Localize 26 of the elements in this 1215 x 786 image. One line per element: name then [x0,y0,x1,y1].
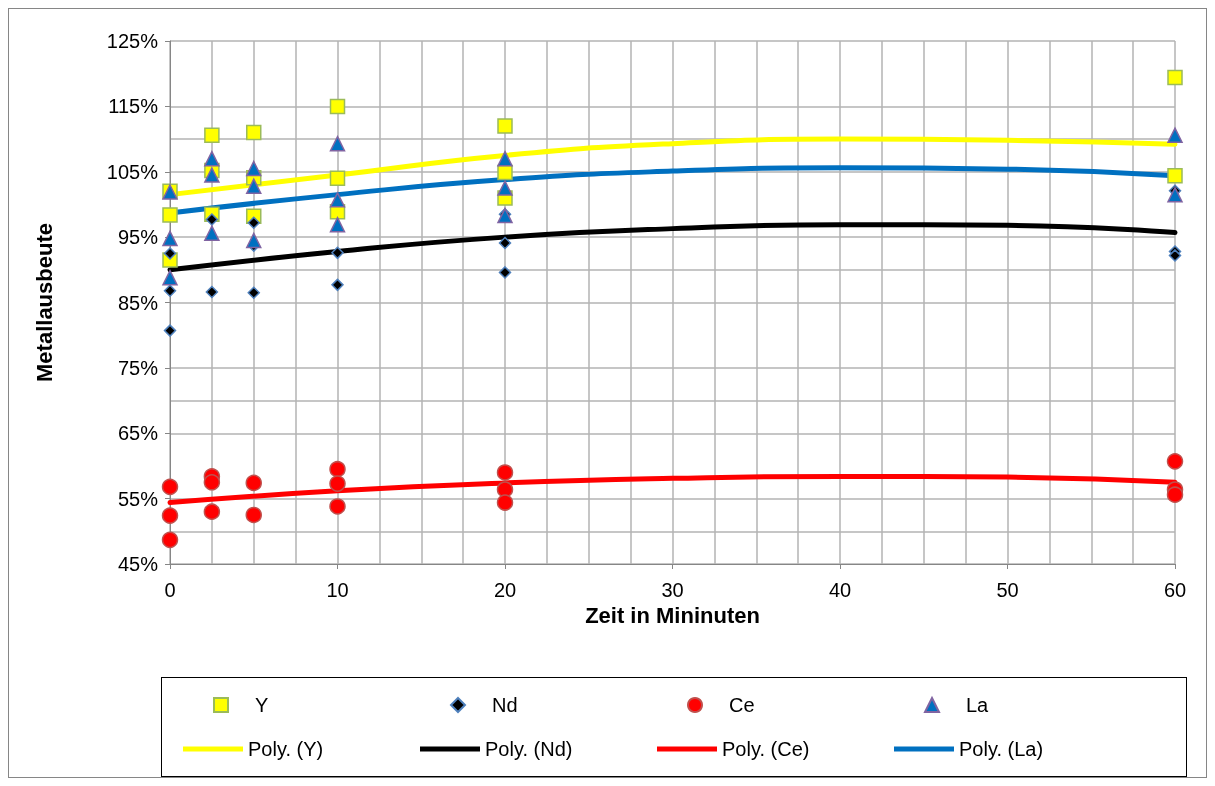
legend-label: Poly. (La) [959,738,1044,760]
legend-label: Nd [492,694,518,716]
legend-label: Poly. (Ce) [722,738,810,760]
legend-label: Y [255,694,269,716]
x-tick-label: 60 [1163,579,1187,601]
x-axis-title: Zeit in Mininuten [585,603,760,629]
x-tick-label: 50 [996,579,1019,601]
legend-label: Ce [729,694,755,716]
legend-label: Poly. (Y) [248,738,324,760]
y-tick-label: 115% [108,95,159,118]
x-tick-label: 20 [493,579,517,601]
legend-label: La [966,694,990,716]
y-tick-label: 85% [117,291,159,314]
y-tick-label: 75% [117,356,159,379]
y-tick-label: 45% [117,553,159,575]
x-tick-label: 0 [164,579,176,601]
y-tick-label: 55% [117,487,159,510]
x-tick-label: 40 [828,579,852,601]
y-tick-label: 95% [117,226,159,249]
legend-label: Poly. (Nd) [485,738,573,760]
y-axis-title: Metallausbeute [31,223,57,382]
y-tick-label: 125% [106,30,159,52]
x-tick-label: 10 [326,579,349,601]
y-tick-label: 105% [106,160,159,183]
x-tick-label: 30 [661,579,684,601]
y-tick-label: 65% [117,422,159,445]
